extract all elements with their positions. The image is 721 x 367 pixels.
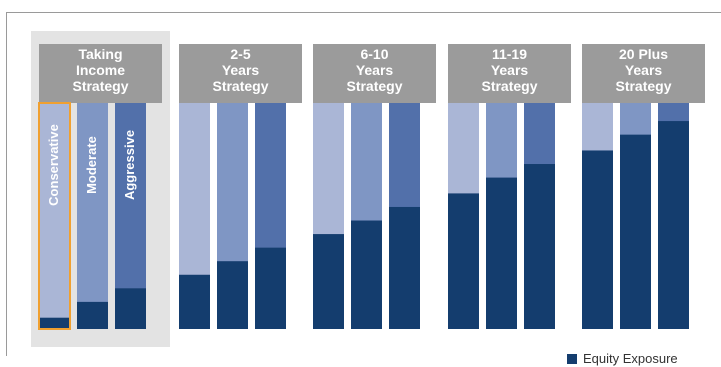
legend-swatch <box>567 353 577 364</box>
bar-equity <box>39 317 70 329</box>
bar-equity <box>77 301 108 329</box>
legend: Equity Exposure <box>567 351 678 366</box>
bar-allocation <box>77 103 108 329</box>
bar-equity <box>179 274 210 329</box>
group-header-text: 2-5 <box>230 46 250 62</box>
group-header <box>39 44 162 103</box>
group-header-text: Years <box>222 62 260 78</box>
group-header-text: Strategy <box>72 78 128 94</box>
bar-equity <box>486 177 517 329</box>
bar-allocation <box>39 103 70 329</box>
bar-label: Aggressive <box>122 130 137 200</box>
group-header-text: Years <box>356 62 394 78</box>
group-header-text: Strategy <box>615 78 671 94</box>
bar-label: Moderate <box>84 136 99 194</box>
bar-equity <box>313 234 344 329</box>
bar-equity <box>389 206 420 329</box>
group-header <box>448 44 571 103</box>
group-header-text: 6-10 <box>360 46 388 62</box>
group-header-text: 11-19 <box>492 46 527 62</box>
group-header <box>179 44 302 103</box>
group-header-text: Years <box>625 62 663 78</box>
group-header-text: Income <box>76 62 125 78</box>
chart-frame: Taking Income Strategy Conservative Moderate… <box>6 12 721 366</box>
bar-equity <box>658 121 689 329</box>
group-header-text: Strategy <box>212 78 268 94</box>
bar-selection-outline <box>38 102 71 330</box>
group-header-text: Years <box>491 62 529 78</box>
bar-equity <box>620 134 651 329</box>
bar-label: Conservative <box>46 124 61 206</box>
group-header <box>313 44 436 103</box>
legend-label: Equity Exposure <box>583 351 678 366</box>
bar-equity <box>582 150 613 329</box>
group-header-text: 20 Plus <box>619 46 668 62</box>
group-header-text: Taking <box>78 46 122 62</box>
bar-equity <box>255 247 286 329</box>
group-header <box>582 44 705 103</box>
bar-equity <box>351 220 382 329</box>
group-header-text: Strategy <box>346 78 402 94</box>
bar-equity <box>115 288 146 329</box>
bar-equity <box>524 164 555 329</box>
group-header-text: Strategy <box>481 78 537 94</box>
bar-equity <box>448 193 479 329</box>
bar-equity <box>217 261 248 329</box>
